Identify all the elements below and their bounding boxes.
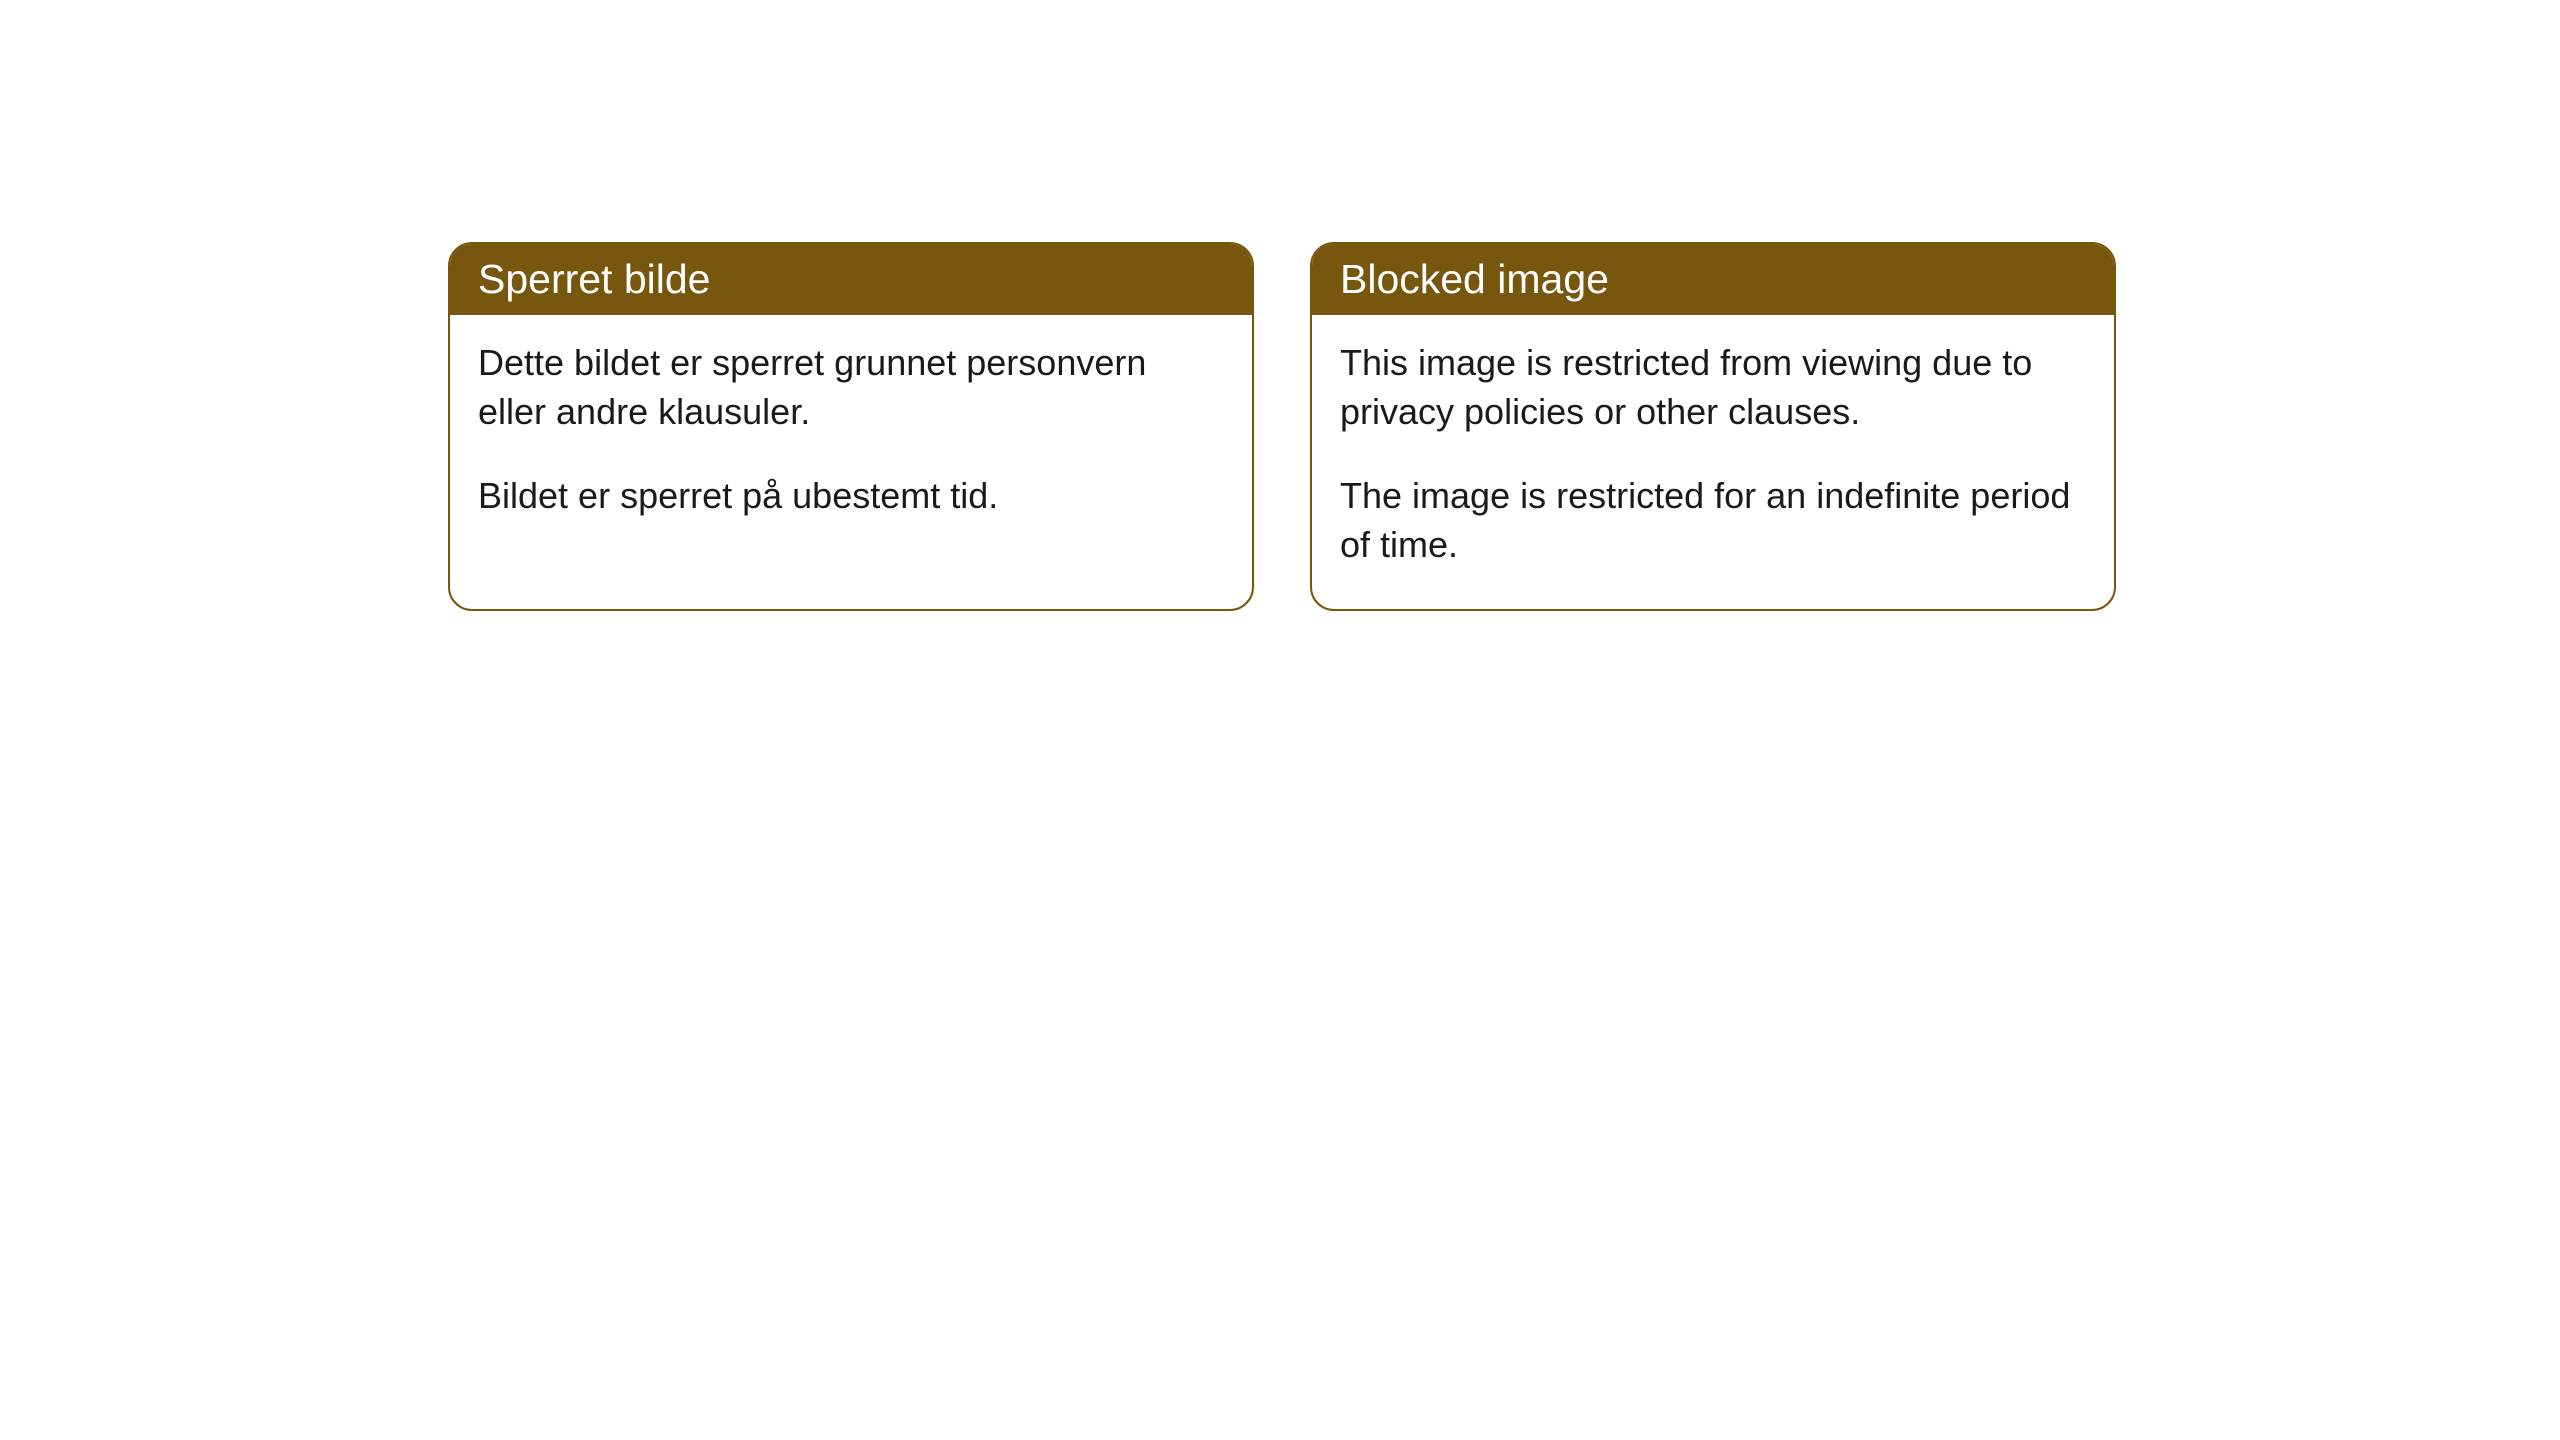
card-text-norwegian-para2: Bildet er sperret på ubestemt tid. [478,472,1224,521]
card-body-english: This image is restricted from viewing du… [1312,315,2114,609]
notice-card-norwegian: Sperret bilde Dette bildet er sperret gr… [448,242,1254,611]
card-text-english-para1: This image is restricted from viewing du… [1340,339,2086,436]
notice-card-english: Blocked image This image is restricted f… [1310,242,2116,611]
card-text-norwegian-para1: Dette bildet er sperret grunnet personve… [478,339,1224,436]
card-header-norwegian: Sperret bilde [450,244,1252,315]
card-text-english-para2: The image is restricted for an indefinit… [1340,472,2086,569]
notice-cards-container: Sperret bilde Dette bildet er sperret gr… [0,0,2560,611]
card-body-norwegian: Dette bildet er sperret grunnet personve… [450,315,1252,561]
card-header-english: Blocked image [1312,244,2114,315]
